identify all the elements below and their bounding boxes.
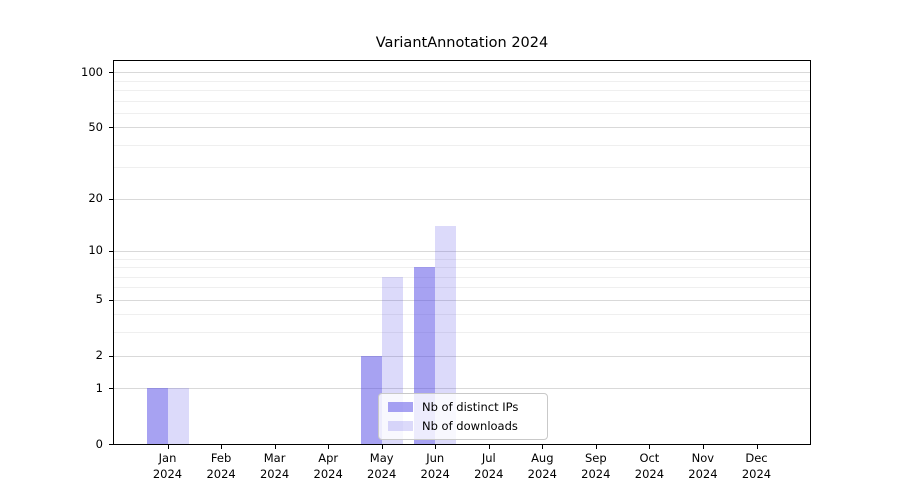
chart-title: VariantAnnotation 2024 xyxy=(375,35,549,51)
y-tick-label-50: 50 xyxy=(88,119,103,134)
legend: Nb of distinct IPs Nb of downloads xyxy=(378,393,548,440)
gridline-major-10 xyxy=(114,250,810,252)
x-tick-year-may: 2024 xyxy=(367,466,397,481)
gridline-minor-8 xyxy=(114,267,810,268)
y-tick-label-1: 1 xyxy=(95,380,103,395)
gridline-major-2 xyxy=(114,355,810,357)
x-tick-nov xyxy=(702,445,704,449)
gridline-major-20 xyxy=(114,198,810,200)
y-tick-10 xyxy=(109,250,113,252)
gridline-major-1 xyxy=(114,388,810,390)
x-tick-month-feb: Feb xyxy=(210,451,232,465)
y-tick-label-10: 10 xyxy=(88,243,103,258)
gridline-minor-4 xyxy=(114,314,810,316)
plot-area: Nb of distinct IPs Nb of downloads xyxy=(113,60,811,445)
legend-swatch-distinct-ips xyxy=(388,402,413,412)
y-tick-label-2: 2 xyxy=(95,348,103,362)
x-tick-oct xyxy=(649,445,651,449)
x-tick-year-oct: 2024 xyxy=(634,466,665,481)
x-tick-apr xyxy=(328,445,330,449)
bar-nb-of-downloads-jan xyxy=(167,388,189,444)
y-tick-label-20: 20 xyxy=(88,191,103,206)
bar-nb-of-downloads-jun xyxy=(435,225,457,444)
x-tick-label-jun: Jun 2024 xyxy=(404,451,466,482)
x-tick-month-sep: Sep xyxy=(584,451,607,465)
x-tick-jul xyxy=(488,445,490,449)
x-tick-label-jul: Jul 2024 xyxy=(458,451,520,482)
legend-item-distinct-ips: Nb of distinct IPs xyxy=(388,400,538,414)
gridline-major-50 xyxy=(114,127,810,129)
y-tick-20 xyxy=(109,198,113,200)
x-tick-month-jun: Jun xyxy=(426,451,445,465)
x-tick-year-jul: 2024 xyxy=(474,466,504,481)
x-tick-may xyxy=(381,445,383,449)
gridline-major-100 xyxy=(114,72,810,74)
y-tick-50 xyxy=(109,127,113,129)
x-tick-year-apr: 2024 xyxy=(313,466,343,481)
gridline-minor-3 xyxy=(114,332,810,334)
gridline-major-5 xyxy=(114,299,810,301)
legend-label-distinct-ips: Nb of distinct IPs xyxy=(422,400,519,414)
x-tick-year-jan: 2024 xyxy=(152,466,183,481)
y-tick-5 xyxy=(109,299,113,301)
x-tick-year-mar: 2024 xyxy=(259,466,290,481)
x-tick-label-mar: Mar 2024 xyxy=(244,451,306,482)
gridline-minor-9 xyxy=(114,258,810,260)
x-tick-jun xyxy=(435,445,437,449)
gridline-minor-90 xyxy=(114,80,810,82)
y-tick-100 xyxy=(109,72,113,74)
x-tick-label-oct: Oct 2024 xyxy=(618,451,680,482)
x-tick-label-dec: Dec 2024 xyxy=(726,451,788,482)
x-tick-aug xyxy=(542,445,544,449)
x-tick-label-feb: Feb 2024 xyxy=(190,451,252,482)
x-tick-month-mar: Mar xyxy=(263,451,286,465)
x-tick-mar xyxy=(274,445,276,449)
gridline-minor-70 xyxy=(114,100,810,102)
x-tick-year-dec: 2024 xyxy=(741,466,772,481)
legend-item-downloads: Nb of downloads xyxy=(388,419,538,433)
y-tick-label-0: 0 xyxy=(95,436,103,451)
y-tick-0 xyxy=(109,444,113,445)
x-tick-sep xyxy=(595,445,597,449)
x-tick-label-aug: Aug 2024 xyxy=(511,451,573,482)
y-tick-label-100: 100 xyxy=(81,64,103,79)
bar-nb-of-distinct-ips-jan xyxy=(146,388,168,444)
x-tick-label-nov: Nov 2024 xyxy=(672,451,734,482)
bar-nb-of-distinct-ips-may xyxy=(360,355,382,444)
x-tick-month-jan: Jan xyxy=(158,451,177,465)
legend-swatch-downloads xyxy=(388,421,413,431)
x-tick-month-nov: Nov xyxy=(691,451,715,465)
gridline-minor-60 xyxy=(114,112,810,114)
x-tick-year-jun: 2024 xyxy=(420,466,450,481)
y-tick-label-5: 5 xyxy=(95,292,103,307)
x-tick-month-oct: Oct xyxy=(639,451,660,465)
gridline-minor-30 xyxy=(114,167,810,169)
x-tick-label-may: May 2024 xyxy=(351,451,413,482)
x-tick-dec xyxy=(756,445,758,449)
y-tick-1 xyxy=(109,388,113,390)
x-tick-month-apr: Apr xyxy=(318,451,339,465)
y-tick-2 xyxy=(109,355,113,357)
gridline-minor-7 xyxy=(114,276,810,278)
x-tick-label-jan: Jan 2024 xyxy=(137,451,199,482)
x-tick-month-jul: Jul xyxy=(481,451,496,465)
legend-label-downloads: Nb of downloads xyxy=(422,419,518,433)
x-tick-year-nov: 2024 xyxy=(688,466,718,481)
x-tick-label-sep: Sep 2024 xyxy=(565,451,627,482)
x-tick-month-aug: Aug xyxy=(531,451,554,465)
x-tick-label-apr: Apr 2024 xyxy=(297,451,359,482)
x-tick-year-feb: 2024 xyxy=(206,466,236,481)
x-tick-feb xyxy=(221,445,223,449)
gridline-minor-6 xyxy=(114,287,810,289)
x-tick-month-may: May xyxy=(369,451,394,465)
gridline-minor-80 xyxy=(114,89,810,91)
x-tick-jan xyxy=(167,445,169,449)
gridline-minor-40 xyxy=(114,144,810,146)
x-tick-month-dec: Dec xyxy=(745,451,768,465)
x-tick-year-aug: 2024 xyxy=(527,466,557,481)
x-tick-year-sep: 2024 xyxy=(581,466,611,481)
